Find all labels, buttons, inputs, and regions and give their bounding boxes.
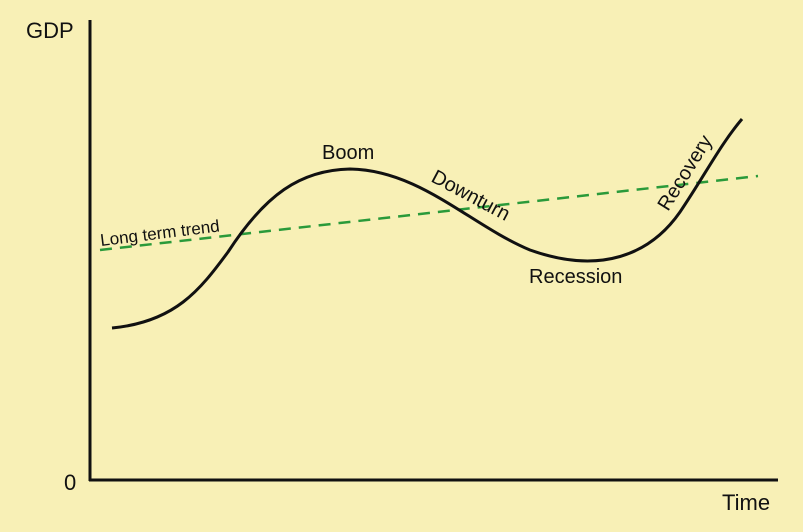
trend-label: Long term trend bbox=[99, 216, 220, 249]
y-axis-label: GDP bbox=[26, 18, 74, 43]
origin-label: 0 bbox=[64, 470, 76, 495]
boom-label: Boom bbox=[322, 142, 374, 164]
recession-label: Recession bbox=[529, 266, 622, 288]
business-cycle-curve bbox=[111, 118, 744, 330]
x-axis-label: Time bbox=[722, 490, 770, 515]
long-term-trend-line bbox=[99, 174, 759, 252]
